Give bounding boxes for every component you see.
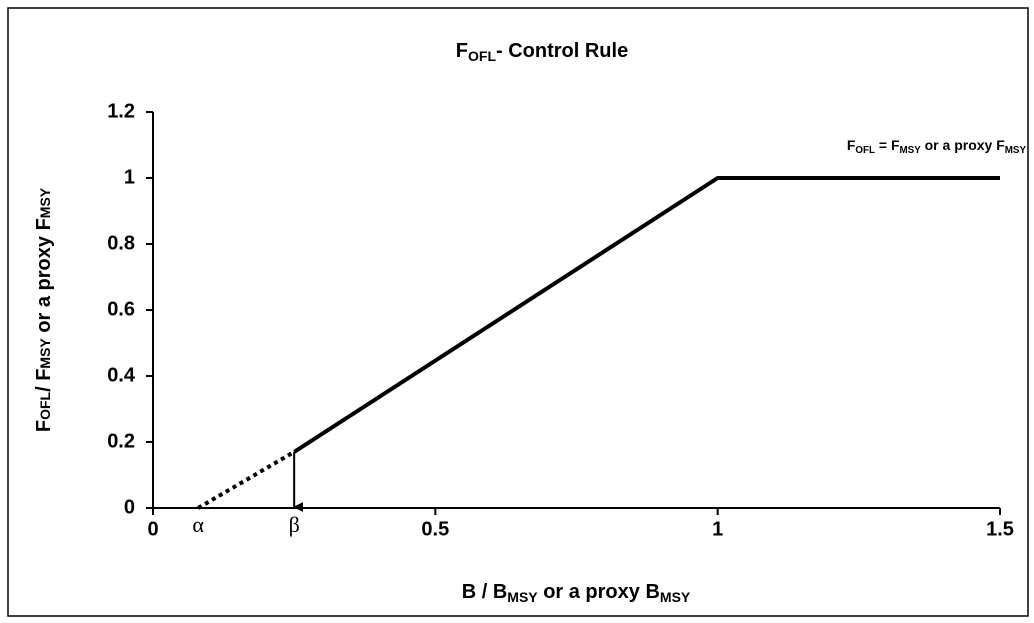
x-tick-label: 0 [147, 518, 158, 540]
annotation-part: = F [875, 137, 900, 153]
x-tick-label: 1.5 [986, 518, 1014, 540]
title-part: - Control Rule [496, 40, 628, 62]
annotation-part: MSY [1005, 145, 1027, 156]
y-label-part: MSY [37, 338, 53, 369]
y-tick-label: 1 [124, 166, 135, 188]
annotation-part: MSY [900, 145, 922, 156]
chart-title: FOFL- Control Rule [456, 40, 628, 64]
annotation-part: or a proxy F [921, 137, 1005, 153]
y-tick-label: 0.4 [107, 364, 136, 386]
point-label: α [192, 512, 204, 537]
y-tick-label: 1.2 [107, 100, 135, 122]
y-label-part: OFL [37, 391, 53, 419]
y-tick-label: 0.8 [107, 232, 135, 254]
x-label-part: B / B [462, 581, 508, 603]
point-label: β [289, 512, 300, 537]
title-part: F [456, 40, 468, 62]
y-label-part: or a proxy F [33, 218, 55, 338]
y-label-part: / F [33, 369, 55, 392]
line [293, 176, 1000, 454]
x-label-part: MSY [660, 589, 691, 605]
annotation-part: F [847, 137, 856, 153]
chart-frame [7, 7, 1029, 617]
x-tick-label: 1 [712, 518, 723, 540]
x-tick-label: 0.5 [421, 518, 449, 540]
y-label-part: MSY [37, 187, 53, 218]
y-tick-label: 0 [124, 496, 135, 518]
dashed-line [197, 450, 296, 510]
x-label-part: MSY [507, 589, 538, 605]
annotation: FOFL = FMSY or a proxy FMSY [847, 137, 1027, 156]
x-label-part: or a proxy B [538, 581, 660, 603]
y-label-part: F [33, 420, 55, 432]
y-tick-label: 0.2 [107, 430, 135, 452]
title-part: OFL [468, 48, 496, 64]
annotation-part: OFL [855, 145, 875, 156]
y-tick-label: 0.6 [107, 298, 135, 320]
y-axis-label: FOFL/ FMSY or a proxy FMSY [33, 187, 55, 432]
x-axis-label: B / BMSY or a proxy BMSY [462, 581, 691, 605]
